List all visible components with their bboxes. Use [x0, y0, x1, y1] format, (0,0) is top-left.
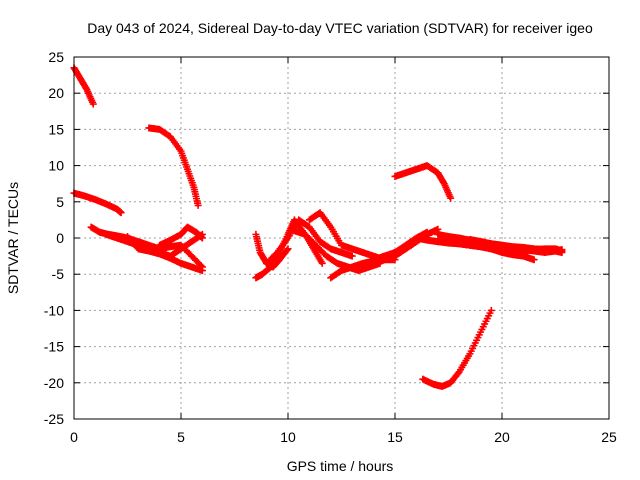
x-tick-label: 0	[70, 429, 78, 445]
series-s6	[102, 230, 206, 275]
data-point	[284, 245, 292, 253]
data-point	[487, 306, 495, 314]
series-s10	[263, 216, 356, 267]
data-point	[530, 256, 538, 264]
data-point	[454, 369, 462, 377]
data-point	[558, 246, 566, 254]
data-point	[198, 267, 206, 275]
series-s3	[145, 124, 202, 209]
x-tick-label: 5	[177, 429, 185, 445]
data-point	[198, 234, 206, 242]
y-tick-label: -10	[44, 302, 64, 318]
series-s7	[156, 223, 206, 249]
y-tick-label: -15	[44, 339, 64, 355]
series-s2	[70, 189, 125, 217]
data-point	[194, 201, 202, 209]
y-tick-label: 15	[48, 121, 64, 137]
data-points	[70, 64, 566, 390]
x-tick-label: 20	[494, 429, 510, 445]
series-s19	[434, 238, 538, 264]
y-tick-label: 5	[56, 194, 64, 210]
y-axis-label: SDTVAR / TECUs	[5, 182, 21, 294]
y-tick-label: 20	[48, 85, 64, 101]
series-s21	[466, 235, 566, 256]
y-tick-label: 0	[56, 230, 64, 246]
x-tick-label: 10	[280, 429, 296, 445]
x-tick-label: 15	[387, 429, 403, 445]
y-tick-label: -5	[52, 266, 65, 282]
data-point	[318, 259, 326, 267]
x-tick-label: 25	[601, 429, 617, 445]
data-point	[348, 252, 356, 260]
data-point	[89, 100, 97, 108]
grid	[74, 57, 609, 419]
series-s16	[391, 162, 455, 202]
data-point	[283, 246, 291, 254]
y-tick-label: -20	[44, 375, 64, 391]
plot-frame	[73, 56, 610, 420]
series-s20	[419, 306, 495, 390]
y-tick-label: 10	[48, 158, 64, 174]
data-point	[447, 194, 455, 202]
chart-title: Day 043 of 2024, Sidereal Day-to-day VTE…	[87, 20, 593, 36]
y-tick-label: 25	[48, 49, 64, 65]
y-tick-label: -25	[44, 411, 64, 427]
x-axis-label: GPS time / hours	[287, 458, 394, 474]
data-point	[117, 209, 125, 217]
